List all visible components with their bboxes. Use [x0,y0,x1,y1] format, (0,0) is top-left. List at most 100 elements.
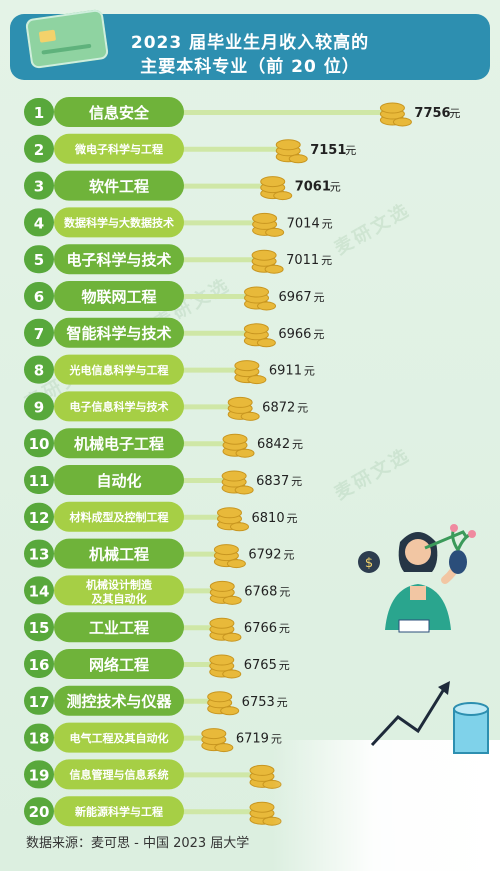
rank-label: 2 [34,141,44,159]
rank-badge [24,576,54,605]
bar-row: 5 电子科学与技术 7011 元 [24,244,332,275]
bar-row: 9 电子信息科学与技术 6872 元 [24,391,308,422]
coin-stack-icon [260,176,293,201]
category-pill [54,281,184,311]
coin-stack-icon [209,654,242,679]
coin-stack-icon [227,396,260,421]
bar-row: 12 材料成型及控制工程 6810 元 [24,501,298,532]
rank-badge [24,392,54,421]
category-label: 光电信息科学与工程 [69,363,169,377]
coin-stack-icon [217,507,249,532]
value-label: 6966 [278,327,311,342]
unit-label: 元 [292,438,303,451]
coin-stack-icon [243,323,276,348]
data-source-footer: 数据来源：麦可思 - 中国 2023 届大学 [26,836,250,851]
rank-badge [24,318,54,347]
unit-label: 元 [279,659,290,672]
rank-badge [24,429,54,458]
bar-row: 18 电气工程及其自动化 6719元 [24,722,282,753]
bar-row: 8 光电信息科学与工程 6911 元 [24,354,315,385]
rank-badge [24,355,54,384]
rank-label: 8 [34,362,44,380]
rank-badge [24,466,54,494]
value-label: 7011 [286,253,319,268]
rank-badge [24,98,54,126]
unit-label: 元 [449,107,460,120]
growth-arrow-icon [370,681,489,754]
category-pill [54,170,184,201]
rank-badge [24,686,54,715]
value-label: 6719 [236,732,269,747]
rank-label: 9 [34,398,44,416]
category-pill [54,317,184,348]
value-label: 7151 [310,143,346,158]
person-holding-plant-icon: $ [358,524,476,633]
category-label: 微电子科学与工程 [74,142,163,156]
coin-stack-icon [209,617,242,642]
fade-overlay [272,740,500,871]
coin-stack-icon [221,470,254,495]
unit-label: 元 [313,328,324,341]
category-label: 信息安全 [89,104,150,122]
category-label: 电气工程及其自动化 [70,731,169,745]
coin-stack-icon [252,212,285,237]
rank-badge [24,208,54,237]
bar-row: 13 机械工程 6792 元 [24,538,294,569]
value-label: 7014 [287,216,320,231]
rank-label: 20 [29,803,50,821]
svg-text:$: $ [365,556,373,571]
bar-row: 19 信息管理与信息系统 [24,759,282,790]
bar-row: 16 网络工程 6765 元 [24,649,290,679]
category-label: 电子信息科学与技术 [70,400,169,414]
rank-badge [24,760,54,789]
rank-label: 16 [29,656,50,674]
value-label: 6810 [252,511,285,526]
category-pill [54,796,184,827]
value-label: 6765 [244,658,277,673]
coin-stack-icon [213,544,246,569]
category-pill [54,612,184,643]
coin-stack-icon [234,360,267,385]
chart-title-line-2: 主要本科专业（前 20 位） [140,57,360,77]
unit-label: 元 [279,585,290,598]
coin-stack-icon [222,433,255,458]
category-label: 信息管理与信息系统 [70,768,169,782]
unit-label: 元 [297,401,308,414]
bar-row: 7 智能科学与技术 6966 元 [24,317,324,348]
coin-stack-icon [201,728,234,753]
rank-label: 4 [34,214,44,232]
bar-row: 10 机械电子工程 6842 元 [24,428,303,459]
bar-row: 17 测控技术与仪器 6753 元 [24,685,288,716]
rank-label: 13 [29,546,50,564]
bar-row: 15 工业工程 6766 元 [24,612,290,643]
bar-row: 20 新能源科学与工程 [24,796,282,827]
value-label: 6837 [256,474,289,489]
category-pill [54,428,184,459]
category-label: 测控技术与仪器 [66,693,172,711]
category-label: 智能科学与技术 [66,325,171,343]
bar-row: 11 自动化 6837 元 [24,465,302,495]
rank-label: 19 [29,766,50,784]
coin-stack-icon [379,102,412,127]
bar-row: 6 物联网工程 6967 元 [24,281,325,311]
bar-row: 4 数据科学与大数据技术 7014 元 [24,207,333,238]
category-pill [54,501,184,532]
category-pill [54,759,184,790]
category-pill [54,538,184,569]
category-label: 数据科学与大数据技术 [64,216,174,230]
unit-label: 元 [321,254,332,267]
rank-label: 12 [29,509,50,527]
rank-label: 10 [29,435,50,453]
category-pill [54,575,184,606]
category-label: 机械设计制造 [86,577,153,591]
category-label: 自动化 [96,472,141,490]
rank-label: 7 [34,325,44,343]
coin-stack-icon [275,139,308,164]
rank-label: 3 [34,178,44,196]
category-pill [54,391,184,422]
value-label: 6842 [257,437,290,452]
category-pill [54,207,184,238]
